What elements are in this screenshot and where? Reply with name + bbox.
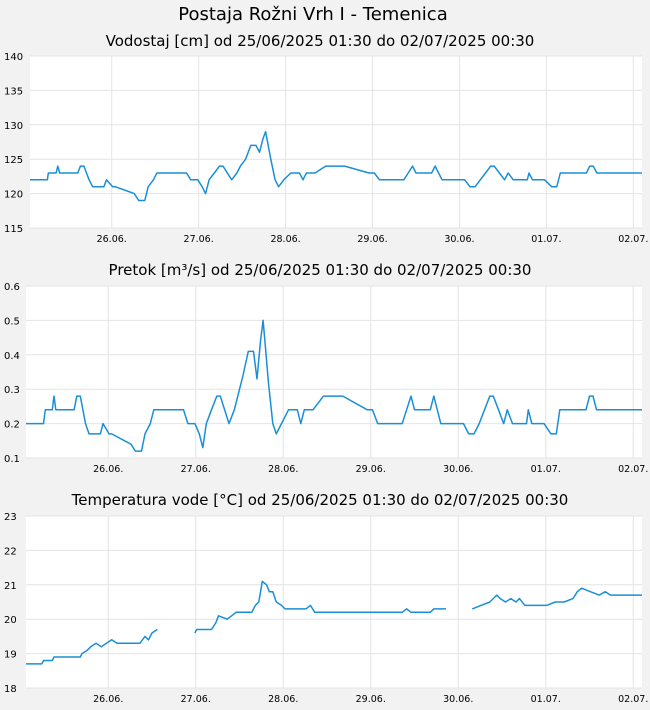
page-title: Postaja Rožni Vrh I - Temenica [178, 4, 447, 25]
y-tick-label: 0.4 [4, 351, 20, 362]
y-tick-label: 140 [4, 52, 23, 63]
x-tick-label: 02.07. [618, 234, 648, 245]
y-tick-label: 130 [4, 121, 23, 132]
x-tick-label: 30.06. [444, 234, 474, 245]
y-tick-label: 115 [4, 224, 23, 235]
x-tick-label: 26.06. [93, 694, 123, 705]
y-tick-label: 120 [4, 190, 23, 201]
y-tick-label: 0.5 [4, 316, 20, 327]
chart-title: Vodostaj [cm] od 25/06/2025 01:30 do 02/… [106, 32, 535, 50]
series-line-1 [26, 628, 158, 665]
x-tick-label: 27.06. [181, 694, 211, 705]
y-tick-label: 0.1 [4, 454, 20, 465]
y-tick-label: 21 [4, 581, 17, 592]
y-tick-label: 0.6 [4, 282, 20, 293]
x-tick-label: 28.06. [268, 464, 298, 475]
x-tick-label: 02.07. [618, 464, 648, 475]
x-tick-label: 28.06. [268, 694, 298, 705]
x-tick-label: 30.06. [443, 694, 473, 705]
x-tick-label: 29.06. [356, 694, 386, 705]
x-tick-label: 29.06. [357, 234, 387, 245]
y-tick-label: 0.2 [4, 420, 20, 431]
chart-3: Temperatura vode [°C] od 25/06/2025 01:3… [4, 491, 648, 705]
y-tick-label: 0.3 [4, 385, 20, 396]
x-tick-label: 27.06. [184, 234, 214, 245]
x-tick-label: 30.06. [443, 464, 473, 475]
y-tick-label: 23 [4, 512, 17, 523]
y-tick-label: 22 [4, 546, 17, 557]
x-tick-label: 28.06. [270, 234, 300, 245]
y-tick-label: 19 [4, 650, 17, 661]
x-tick-label: 29.06. [356, 464, 386, 475]
y-tick-label: 20 [4, 615, 17, 626]
series-line-1 [30, 130, 642, 202]
series-line-2 [194, 580, 446, 634]
x-tick-label: 01.07. [531, 694, 561, 705]
x-tick-label: 26.06. [93, 464, 123, 475]
plot-area [30, 56, 642, 228]
series-line-3 [471, 587, 642, 610]
series-line-1 [26, 319, 642, 452]
x-tick-label: 01.07. [531, 464, 561, 475]
chart-title: Temperatura vode [°C] od 25/06/2025 01:3… [71, 491, 569, 509]
x-tick-label: 02.07. [618, 694, 648, 705]
chart-1: Vodostaj [cm] od 25/06/2025 01:30 do 02/… [4, 32, 648, 245]
x-tick-label: 26.06. [97, 234, 127, 245]
chart-2: Pretok [m³/s] od 25/06/2025 01:30 do 02/… [4, 261, 648, 475]
x-tick-label: 01.07. [531, 234, 561, 245]
y-tick-label: 18 [4, 684, 17, 695]
chart-title: Pretok [m³/s] od 25/06/2025 01:30 do 02/… [109, 261, 532, 279]
plot-area [26, 286, 642, 458]
y-tick-label: 125 [4, 155, 23, 166]
x-tick-label: 27.06. [181, 464, 211, 475]
y-tick-label: 135 [4, 86, 23, 97]
plot-area [26, 516, 642, 688]
